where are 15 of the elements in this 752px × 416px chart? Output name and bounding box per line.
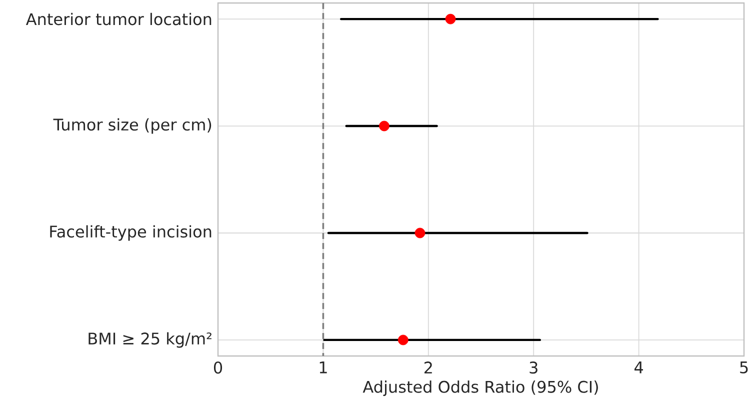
point: [379, 120, 390, 132]
y-tick-label: Facelift-type incision: [50, 225, 212, 241]
y-tick-label: BMI ≥ 25 kg/m²: [88, 332, 212, 348]
x-tick-label: 2: [424, 362, 432, 374]
y-tick-label: Tumor size (per cm): [53, 118, 212, 134]
x-tick-label: 1: [320, 362, 327, 374]
point: [445, 14, 456, 24]
y-tick-label: Anterior tumor location: [26, 12, 212, 26]
point: [414, 228, 426, 238]
x-tick-label: 5: [740, 362, 748, 374]
x-tick-label: 0: [214, 362, 222, 374]
x-tick-label: 3: [530, 362, 538, 374]
point: [398, 334, 408, 346]
x-axis-title: Adjusted Odds Ratio (95% CI): [362, 380, 598, 396]
x-tick-label: 4: [634, 362, 643, 374]
